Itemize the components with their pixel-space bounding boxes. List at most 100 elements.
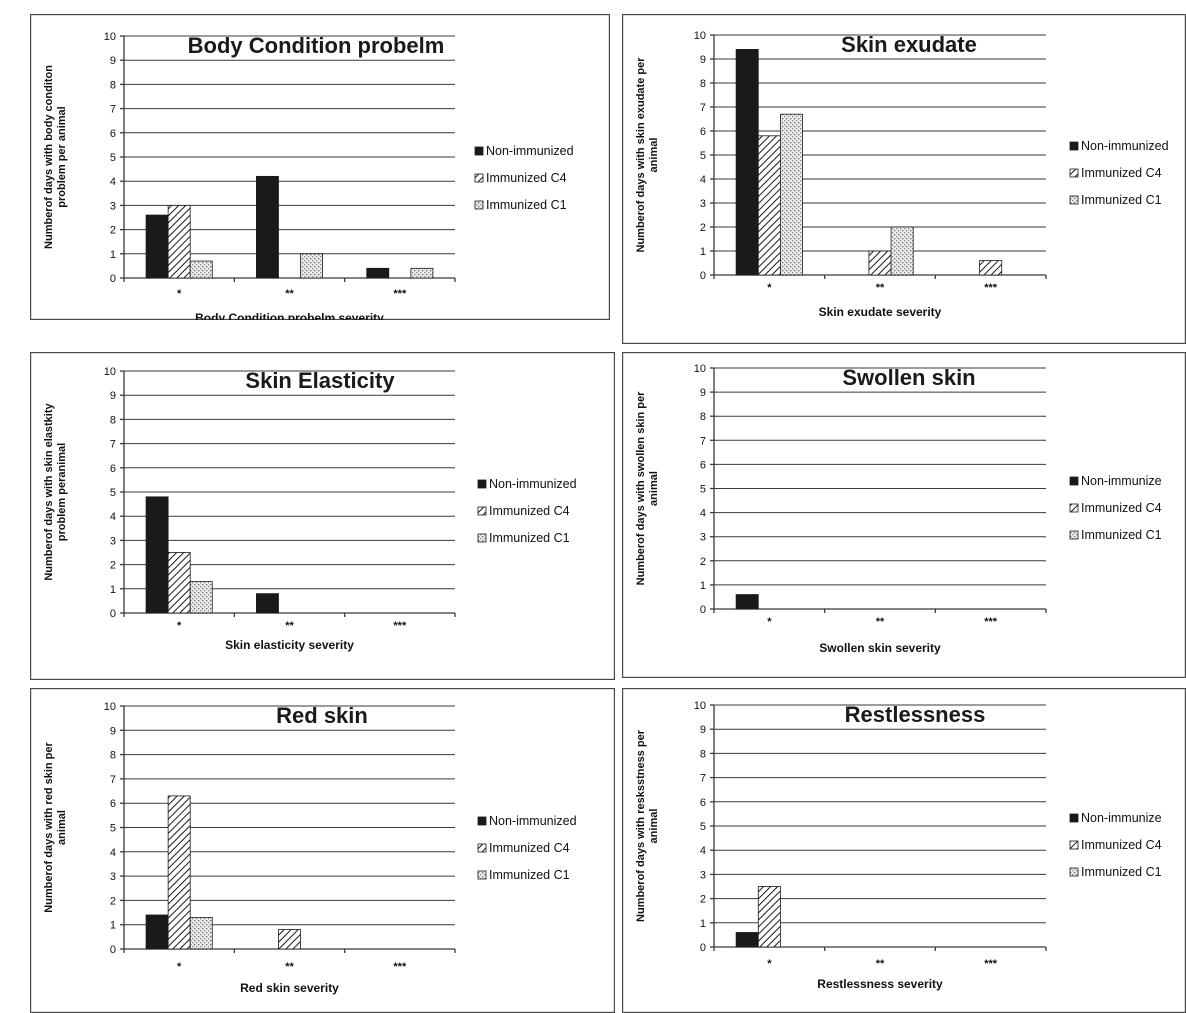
legend-label: Immunized C4 [489, 841, 570, 855]
x-axis-label: Red skin severity [240, 981, 339, 995]
x-category-label: *** [984, 616, 998, 628]
x-category-label: *** [393, 620, 407, 632]
bar [278, 929, 301, 950]
y-tick-label: 3 [700, 869, 706, 881]
bar [735, 932, 759, 948]
x-category-label: *** [984, 282, 998, 294]
y-tick-label: 1 [110, 920, 116, 932]
x-category-label: *** [984, 958, 998, 970]
chart-panel: 0 1 2 3 4 5 6 7 8 9 10 * ** *** Skin exudate Skin exuda… [622, 14, 1186, 344]
x-category-label: * [767, 616, 772, 628]
x-category-label: ** [285, 620, 294, 632]
bar [757, 135, 781, 276]
legend-swatch [474, 200, 484, 210]
y-tick-label: 2 [700, 222, 706, 234]
y-tick-label: 1 [110, 249, 116, 261]
panel-border [622, 688, 1186, 1013]
legend-swatch [477, 479, 487, 489]
bar [868, 250, 892, 276]
chart-title: Swollen skin [842, 365, 975, 390]
y-tick-label: 8 [700, 78, 706, 90]
x-category-label: ** [285, 961, 294, 973]
bar [167, 795, 191, 950]
legend-label: Immunized C1 [489, 868, 570, 882]
legend-label: Non-immunize [1081, 811, 1162, 825]
y-tick-label: 9 [700, 387, 706, 399]
legend-swatch [1069, 503, 1079, 513]
y-axis-label: animal [56, 810, 68, 845]
bar [255, 593, 279, 614]
bar [189, 581, 213, 614]
legend-swatch [477, 533, 487, 543]
y-tick-label: 9 [700, 54, 706, 66]
y-axis-label: Numberof days with red skin per [43, 742, 55, 913]
legend-swatch [477, 843, 487, 853]
legend-swatch [1069, 195, 1079, 205]
bar [189, 917, 213, 950]
bar [979, 260, 1003, 276]
x-category-label: ** [876, 958, 885, 970]
legend-swatch [1069, 840, 1079, 850]
bar [300, 253, 323, 279]
y-tick-label: 2 [110, 225, 116, 237]
legend-swatch [474, 173, 484, 183]
y-axis-label: animal [648, 809, 660, 844]
y-tick-label: 3 [110, 200, 116, 212]
y-tick-label: 1 [110, 584, 116, 596]
y-tick-label: 0 [700, 270, 706, 282]
y-axis-label: problem per animal [56, 106, 68, 207]
y-tick-label: 9 [110, 55, 116, 67]
legend-swatch [1069, 813, 1079, 823]
chart-title: Skin Elasticity [245, 368, 395, 393]
y-tick-label: 10 [104, 31, 116, 43]
bar [145, 214, 169, 279]
bar [410, 267, 434, 279]
y-tick-label: 8 [110, 79, 116, 91]
bar [779, 113, 803, 276]
y-tick-label: 2 [700, 556, 706, 568]
panel-border [622, 352, 1186, 678]
legend-swatch [477, 816, 487, 826]
panel-border [30, 352, 615, 680]
legend-swatch [1069, 530, 1079, 540]
legend-label: Immunized C1 [1081, 193, 1162, 207]
chart-title: Restlessness [845, 702, 986, 727]
bar [735, 594, 759, 610]
legend-label: Immunized C4 [1081, 838, 1162, 852]
y-tick-label: 4 [110, 511, 116, 523]
x-category-label: * [767, 958, 772, 970]
legend-swatch [1069, 476, 1079, 486]
x-axis-label: Body Condition probelm severity [195, 311, 384, 320]
y-tick-label: 6 [700, 797, 706, 809]
legend-swatch [477, 506, 487, 516]
y-tick-label: 5 [110, 152, 116, 164]
legend-label: Immunized C1 [486, 198, 567, 212]
bar [890, 226, 914, 276]
legend-swatch [1069, 867, 1079, 877]
y-axis-label: Numberof days with body conditon [43, 65, 55, 249]
y-tick-label: 0 [110, 944, 116, 956]
x-axis-label: Skin exudate severity [819, 305, 942, 319]
bar [735, 49, 759, 276]
y-tick-label: 1 [700, 580, 706, 592]
y-axis-label: problem peranimal [56, 443, 68, 541]
x-axis-label: Swollen skin severity [819, 641, 941, 655]
legend-swatch [1069, 168, 1079, 178]
bar [757, 886, 781, 948]
y-tick-label: 5 [700, 821, 706, 833]
y-tick-label: 4 [110, 847, 116, 859]
y-tick-label: 7 [110, 104, 116, 116]
x-category-label: * [177, 961, 182, 973]
panel-border [622, 14, 1186, 344]
y-tick-label: 4 [700, 845, 706, 857]
chart-panel: 0 1 2 3 4 5 6 7 8 9 10 * ** *** Swollen skin Swollen sk… [622, 352, 1186, 678]
y-tick-label: 7 [700, 773, 706, 785]
chart-title: Body Condition probelm [188, 33, 445, 58]
y-tick-label: 0 [110, 273, 116, 285]
